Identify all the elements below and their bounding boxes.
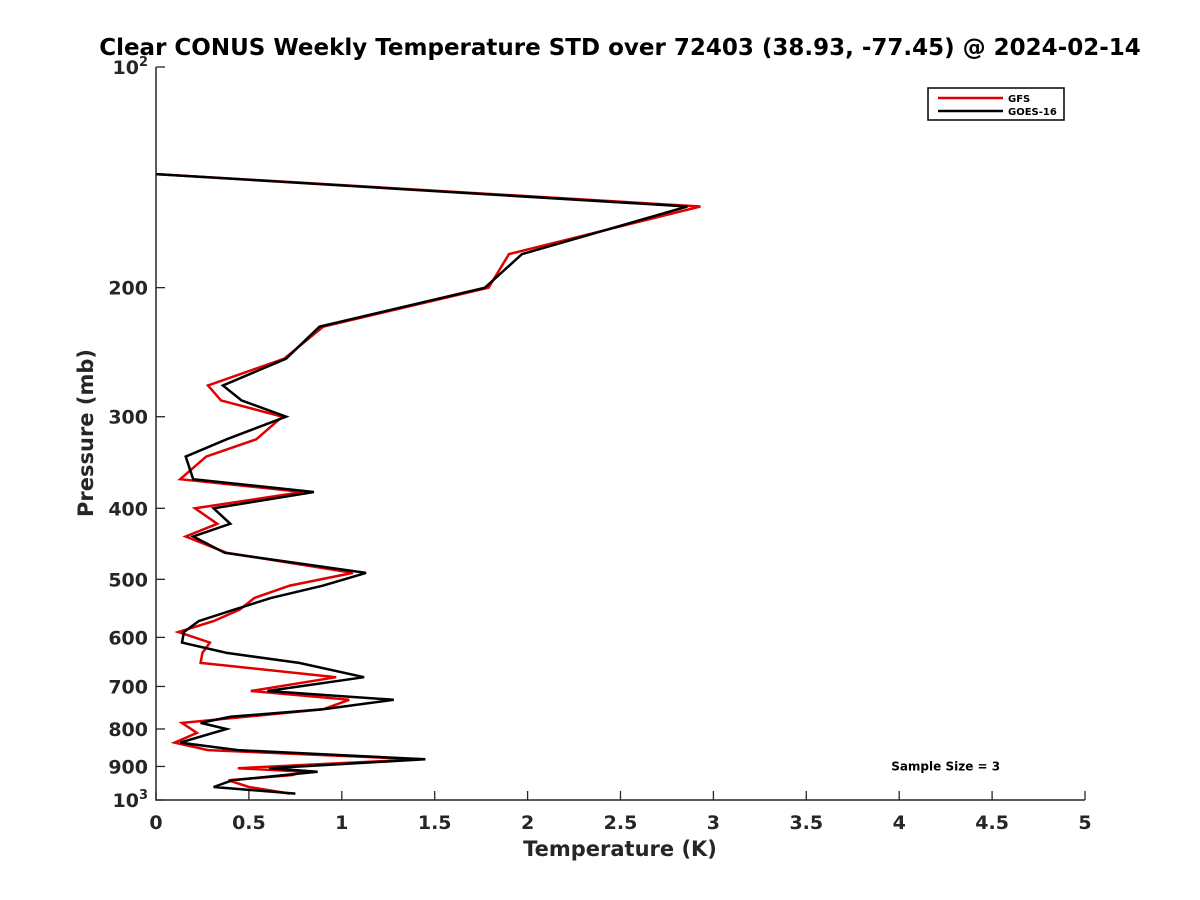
x-tick-label: 1 xyxy=(335,812,348,834)
series-line-goes16 xyxy=(155,172,688,795)
annotations: Sample Size = 3 xyxy=(891,759,1000,773)
y-tick-label: 900 xyxy=(108,756,148,778)
legend-box xyxy=(927,87,1065,121)
y-tick-label: 103 xyxy=(113,788,149,812)
y-tick-label: 600 xyxy=(108,627,148,649)
x-tick-label: 1.5 xyxy=(418,812,452,834)
y-axis-label: Pressure (mb) xyxy=(74,349,98,517)
y-tick-label: 200 xyxy=(108,278,148,300)
y-axis-ticks: 102 200 300 400 500 600 700 800 900 103 xyxy=(108,55,165,812)
x-tick-label: 0.5 xyxy=(232,812,266,834)
x-tick-label: 2.5 xyxy=(604,812,638,834)
x-tick-label: 2 xyxy=(521,812,534,834)
x-tick-label: 3.5 xyxy=(789,812,823,834)
axes-frame xyxy=(155,67,1085,801)
x-tick-label: 0 xyxy=(149,812,162,834)
y-tick-label: 800 xyxy=(108,719,148,741)
x-tick-label: 4 xyxy=(893,812,906,834)
x-tick-label: 5 xyxy=(1078,812,1091,834)
y-tick-label: 400 xyxy=(108,498,148,520)
plot-area xyxy=(155,67,1085,801)
x-tick-label: 4.5 xyxy=(975,812,1009,834)
x-axis-label: Temperature (K) xyxy=(523,837,717,861)
y-tick-label: 700 xyxy=(108,676,148,698)
legend-label: GFS xyxy=(1008,94,1030,105)
x-tick-label: 3 xyxy=(707,812,720,834)
y-tick-label: 102 xyxy=(113,55,149,79)
y-tick-label: 300 xyxy=(108,407,148,429)
y-tick-label: 500 xyxy=(108,569,148,591)
legend: GFS GOES-16 xyxy=(927,87,1065,121)
chart-title: Clear CONUS Weekly Temperature STD over … xyxy=(99,35,1141,61)
x-axis-ticks: 0 0.5 1 1.5 2 2.5 3 3.5 4 4.5 5 xyxy=(149,791,1092,834)
legend-label: GOES-16 xyxy=(1008,107,1057,118)
sample-size-annotation: Sample Size = 3 xyxy=(891,759,1000,773)
